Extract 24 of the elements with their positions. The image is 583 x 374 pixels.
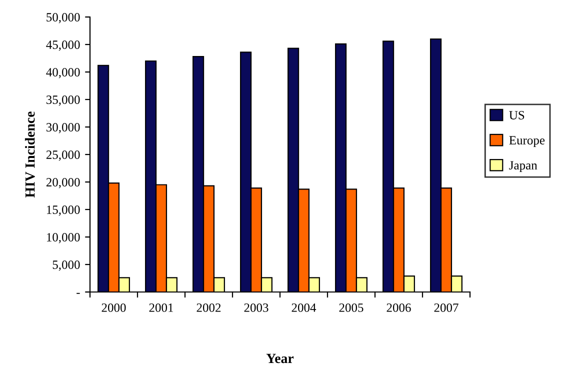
y-tick-label: 35,000 — [46, 96, 80, 106]
x-tick-label: 2003 — [244, 303, 268, 312]
x-tick-label: 2004 — [292, 303, 316, 312]
x-tick-label: 2002 — [196, 303, 221, 312]
x-tick-label: 2007 — [434, 303, 458, 312]
y-tick-label: 20,000 — [46, 178, 80, 188]
y-tick-label: 15,000 — [47, 206, 80, 216]
x-tick-label: 2001 — [149, 303, 173, 312]
y-tick-label: 25,000 — [46, 150, 80, 161]
y-tick-label: - — [76, 292, 80, 294]
y-tick-label: 30,000 — [46, 123, 80, 134]
x-tick-label: 2005 — [339, 303, 364, 312]
y-tick-label: 45,000 — [46, 40, 80, 51]
y-tick-label: 10,000 — [47, 233, 80, 244]
y-axis-title: HIV Incidence — [24, 112, 35, 198]
y-tick-label: 5,000 — [52, 260, 80, 271]
x-tick-label: 2000 — [102, 303, 126, 312]
x-axis-title: Year — [266, 354, 294, 364]
legend-label: US — [509, 111, 524, 120]
legend-label: Japan — [509, 161, 538, 172]
legend-label: Europe — [509, 136, 545, 148]
x-tick-label: 2006 — [386, 303, 411, 312]
y-tick-label: 40,000 — [46, 68, 80, 78]
y-tick-label: 50,000 — [46, 13, 80, 24]
